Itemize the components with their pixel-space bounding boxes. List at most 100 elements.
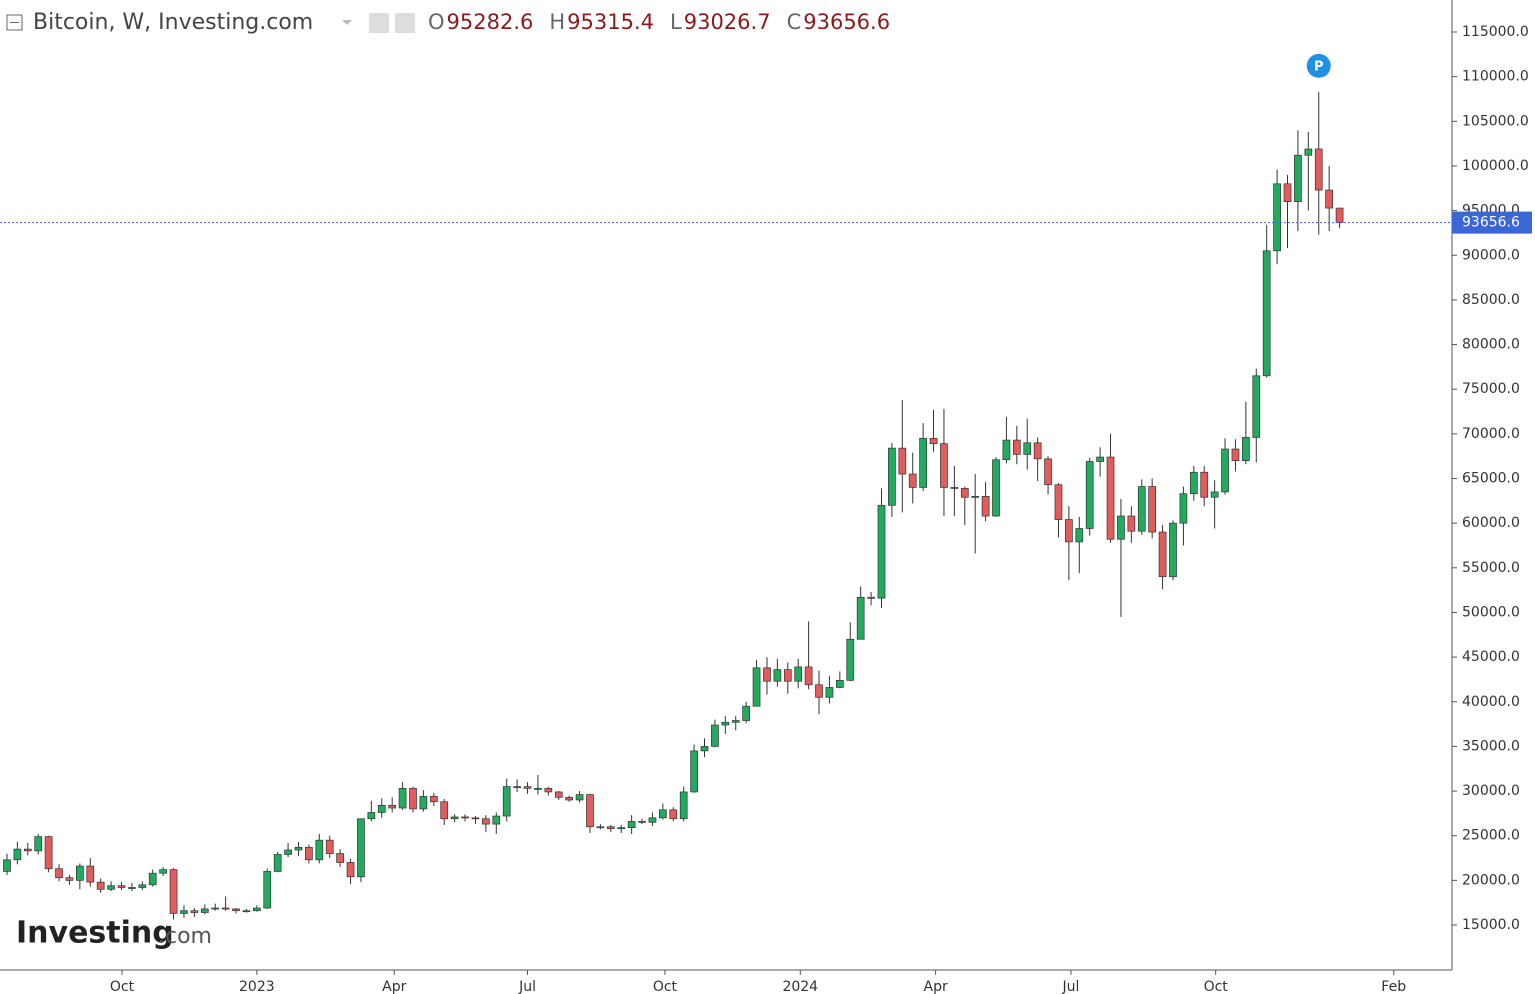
candle-body — [367, 812, 376, 820]
candle-body — [690, 750, 698, 793]
candle-body — [1033, 442, 1042, 460]
candle-body — [1242, 437, 1250, 461]
candle-body — [76, 865, 84, 881]
y-tick-label: 90000.0 — [1462, 247, 1520, 263]
x-tick-label: 2023 — [239, 979, 275, 994]
candle-body — [107, 885, 115, 890]
candle-body — [1252, 375, 1261, 438]
dropdown-icon[interactable] — [342, 20, 352, 25]
candle-body — [773, 669, 782, 682]
last-price-label: 93656.6 — [1462, 215, 1520, 231]
candle-body — [1075, 528, 1084, 543]
candle-body — [742, 705, 750, 721]
candle-body — [180, 910, 188, 914]
candle-body — [96, 881, 105, 890]
candle-body — [377, 804, 386, 813]
y-tick-label: 50000.0 — [1462, 604, 1520, 620]
candle-body — [346, 862, 355, 878]
candle-body — [305, 846, 313, 861]
x-tick-label: Feb — [1381, 979, 1406, 994]
x-tick-label: Apr — [924, 979, 948, 994]
candle-body — [1221, 448, 1229, 493]
candle-body — [1023, 442, 1032, 455]
candle-body — [1179, 493, 1188, 524]
candle-body — [617, 827, 626, 830]
candle-body — [398, 788, 407, 809]
candle-body — [169, 869, 178, 914]
candle-body — [596, 826, 605, 829]
candle-body — [908, 473, 917, 488]
candle-body — [1200, 471, 1209, 498]
candle-body — [1169, 522, 1177, 578]
candle-body — [13, 848, 22, 861]
event-marker — [1306, 53, 1331, 78]
candle-body — [273, 854, 282, 872]
candle-body — [1189, 471, 1198, 495]
candle-body — [1054, 484, 1063, 520]
candle-body — [502, 786, 511, 817]
y-tick-label: 115000.0 — [1462, 24, 1529, 40]
y-tick-label: 25000.0 — [1462, 828, 1520, 844]
ohlc-key: H — [549, 10, 565, 34]
candle-body — [731, 720, 740, 723]
candle-body — [815, 684, 823, 698]
candle-body — [315, 839, 324, 861]
y-tick-label: 20000.0 — [1462, 872, 1520, 888]
candle-body — [252, 907, 261, 912]
candle-body — [357, 818, 365, 878]
candle-body — [34, 836, 43, 852]
watermark: Investing .com — [16, 916, 212, 951]
candle-body — [1314, 148, 1323, 191]
candle-body — [783, 669, 792, 682]
chart-title: Bitcoin, W, Investing.com — [33, 10, 313, 35]
candle-body — [898, 447, 907, 475]
ohlc-value: 95282.6 — [447, 10, 534, 34]
candle-body — [554, 791, 563, 798]
ohlc-key: O — [428, 10, 445, 34]
candle-body — [950, 487, 959, 489]
candle-body — [1294, 154, 1302, 203]
candle-body — [55, 868, 63, 879]
event-marker-label: P — [1314, 59, 1324, 74]
candle-body — [700, 746, 709, 752]
candle-body — [471, 817, 480, 820]
candle-body — [86, 865, 95, 883]
y-tick-label: 80000.0 — [1462, 337, 1520, 353]
y-tick-label: 35000.0 — [1462, 738, 1520, 754]
x-tick-label: Oct — [110, 979, 135, 994]
ohlc-value: 93026.7 — [684, 10, 771, 34]
candle-body — [721, 721, 730, 726]
collapse-icon[interactable] — [6, 14, 23, 31]
candle-body — [1096, 456, 1104, 462]
candle-body — [1148, 486, 1157, 533]
candle-body — [294, 846, 303, 851]
candle-body — [461, 816, 469, 819]
y-tick-label: 105000.0 — [1462, 113, 1529, 129]
y-tick-label: 45000.0 — [1462, 649, 1520, 665]
candle-body — [1002, 439, 1011, 461]
x-tick-label: Jul — [518, 979, 536, 994]
candle-body — [804, 666, 813, 686]
candle-body — [450, 816, 459, 820]
candle-body — [429, 796, 438, 803]
candle-body — [992, 459, 1000, 517]
y-tick-label: 70000.0 — [1462, 426, 1520, 442]
candle-body — [544, 788, 553, 793]
candle-body — [128, 887, 136, 889]
settings-icon[interactable] — [369, 13, 389, 33]
candle-body — [825, 687, 834, 698]
candle-body — [388, 804, 397, 809]
settings-icon[interactable] — [395, 13, 415, 33]
candle-body — [919, 437, 927, 488]
candle-body — [1127, 515, 1136, 532]
candle-body — [1158, 531, 1167, 578]
candle-body — [1117, 515, 1125, 540]
y-tick-label: 65000.0 — [1462, 471, 1520, 487]
candle-body — [44, 836, 53, 870]
candle-body — [856, 596, 865, 640]
candle-body — [409, 788, 417, 810]
candle-body — [211, 907, 220, 910]
ohlc-key: C — [787, 10, 802, 34]
candle-body — [669, 809, 678, 820]
